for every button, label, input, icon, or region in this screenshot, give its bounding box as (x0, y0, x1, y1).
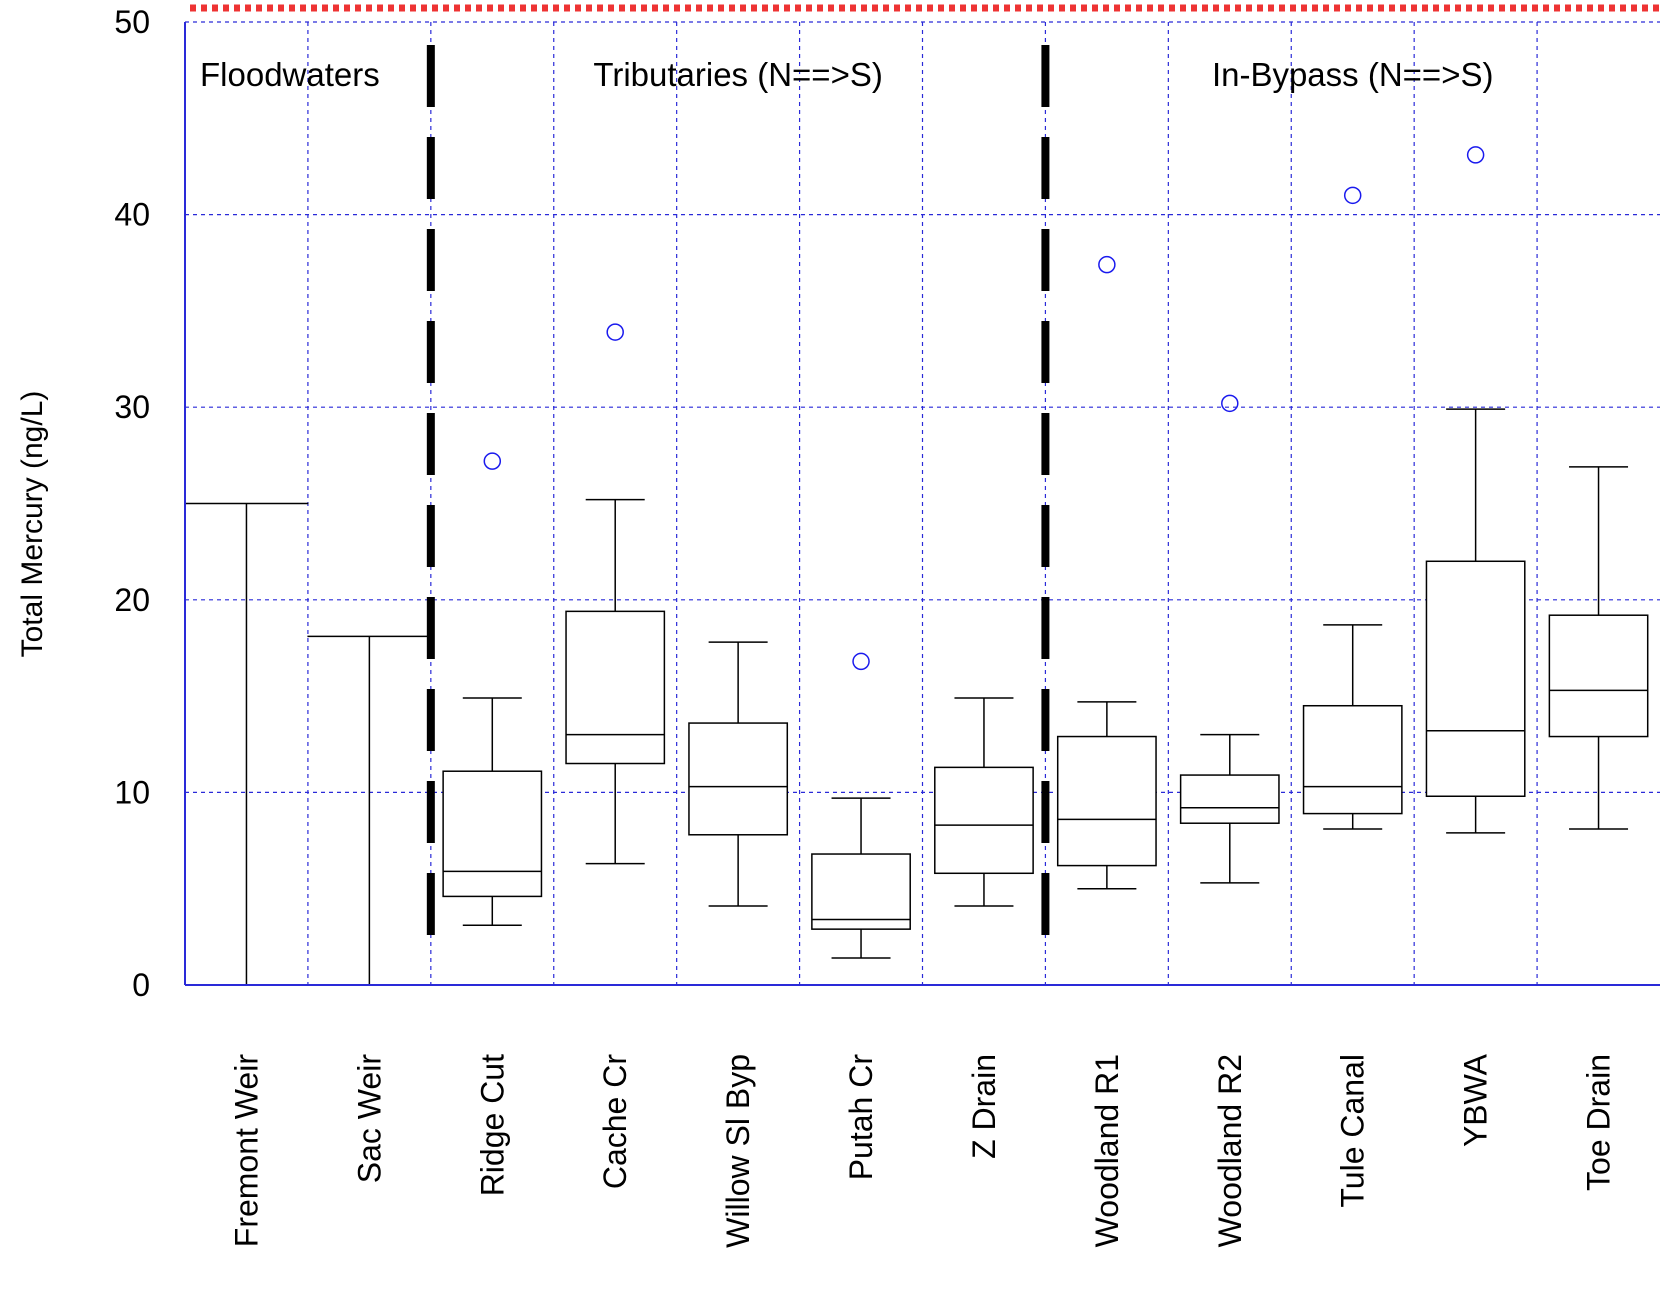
y-tick-label: 40 (114, 197, 150, 233)
x-tick-label: Willow Sl Byp (720, 1054, 756, 1248)
x-tick-label: Fremont Weir (228, 1054, 264, 1248)
box-iqr (1056, 735, 1157, 867)
x-tick-label: Sac Weir (351, 1054, 387, 1184)
y-tick-label: 0 (132, 967, 150, 1003)
box-layer (184, 408, 1649, 985)
x-tick-label: Z Drain (966, 1054, 1002, 1159)
box-iqr (442, 770, 543, 898)
group-label: Tributaries (N==>S) (593, 56, 882, 93)
x-tick-label: Tule Canal (1335, 1054, 1371, 1208)
group-label: Floodwaters (200, 56, 380, 93)
outlier-point (483, 452, 502, 470)
outlier-point (606, 323, 624, 341)
x-tick-label: Cache Cr (597, 1054, 633, 1190)
x-tick-label: Woodland R1 (1089, 1054, 1125, 1247)
outlier-point (1466, 146, 1485, 164)
x-tick-label: Toe Drain (1581, 1054, 1617, 1191)
grid-layer (185, 21, 1660, 985)
y-axis-title: Total Mercury (ng/L) (16, 391, 49, 658)
group-divider-layer (426, 45, 1050, 950)
y-tick-label: 10 (114, 774, 150, 810)
outlier-point (852, 652, 870, 671)
box-iqr (688, 722, 789, 836)
box-iqr (1179, 774, 1280, 824)
label-layer: Floodwaters Tributaries (N==>S) In-Bypass … (200, 56, 1617, 1248)
x-tick-label: YBWA (1458, 1053, 1494, 1147)
box-iqr (565, 610, 666, 765)
outlier-point (1098, 255, 1116, 274)
y-tick-label: 30 (114, 389, 150, 425)
x-tick-label: Woodland R2 (1212, 1054, 1248, 1247)
box-iqr (1425, 560, 1526, 798)
outlier-layer (483, 146, 1485, 671)
box-iqr (811, 853, 911, 930)
group-label: In-Bypass (N==>S) (1212, 56, 1494, 93)
y-tick-label: 20 (114, 582, 150, 618)
y-tick-label: 50 (114, 4, 150, 40)
box-iqr (1302, 704, 1403, 815)
x-tick-label: Ridge Cut (474, 1054, 510, 1196)
axis-layer: 0 10 20 30 40 50 (114, 4, 1660, 1003)
x-tick-label: Putah Cr (843, 1054, 879, 1181)
outlier-point (1221, 394, 1239, 413)
box-iqr (1548, 614, 1649, 738)
box-iqr (934, 766, 1034, 875)
outlier-point (1343, 186, 1362, 205)
